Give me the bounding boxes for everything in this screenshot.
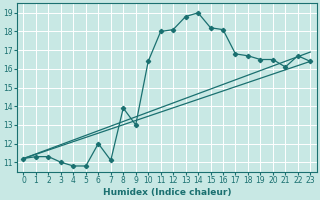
X-axis label: Humidex (Indice chaleur): Humidex (Indice chaleur): [103, 188, 231, 197]
